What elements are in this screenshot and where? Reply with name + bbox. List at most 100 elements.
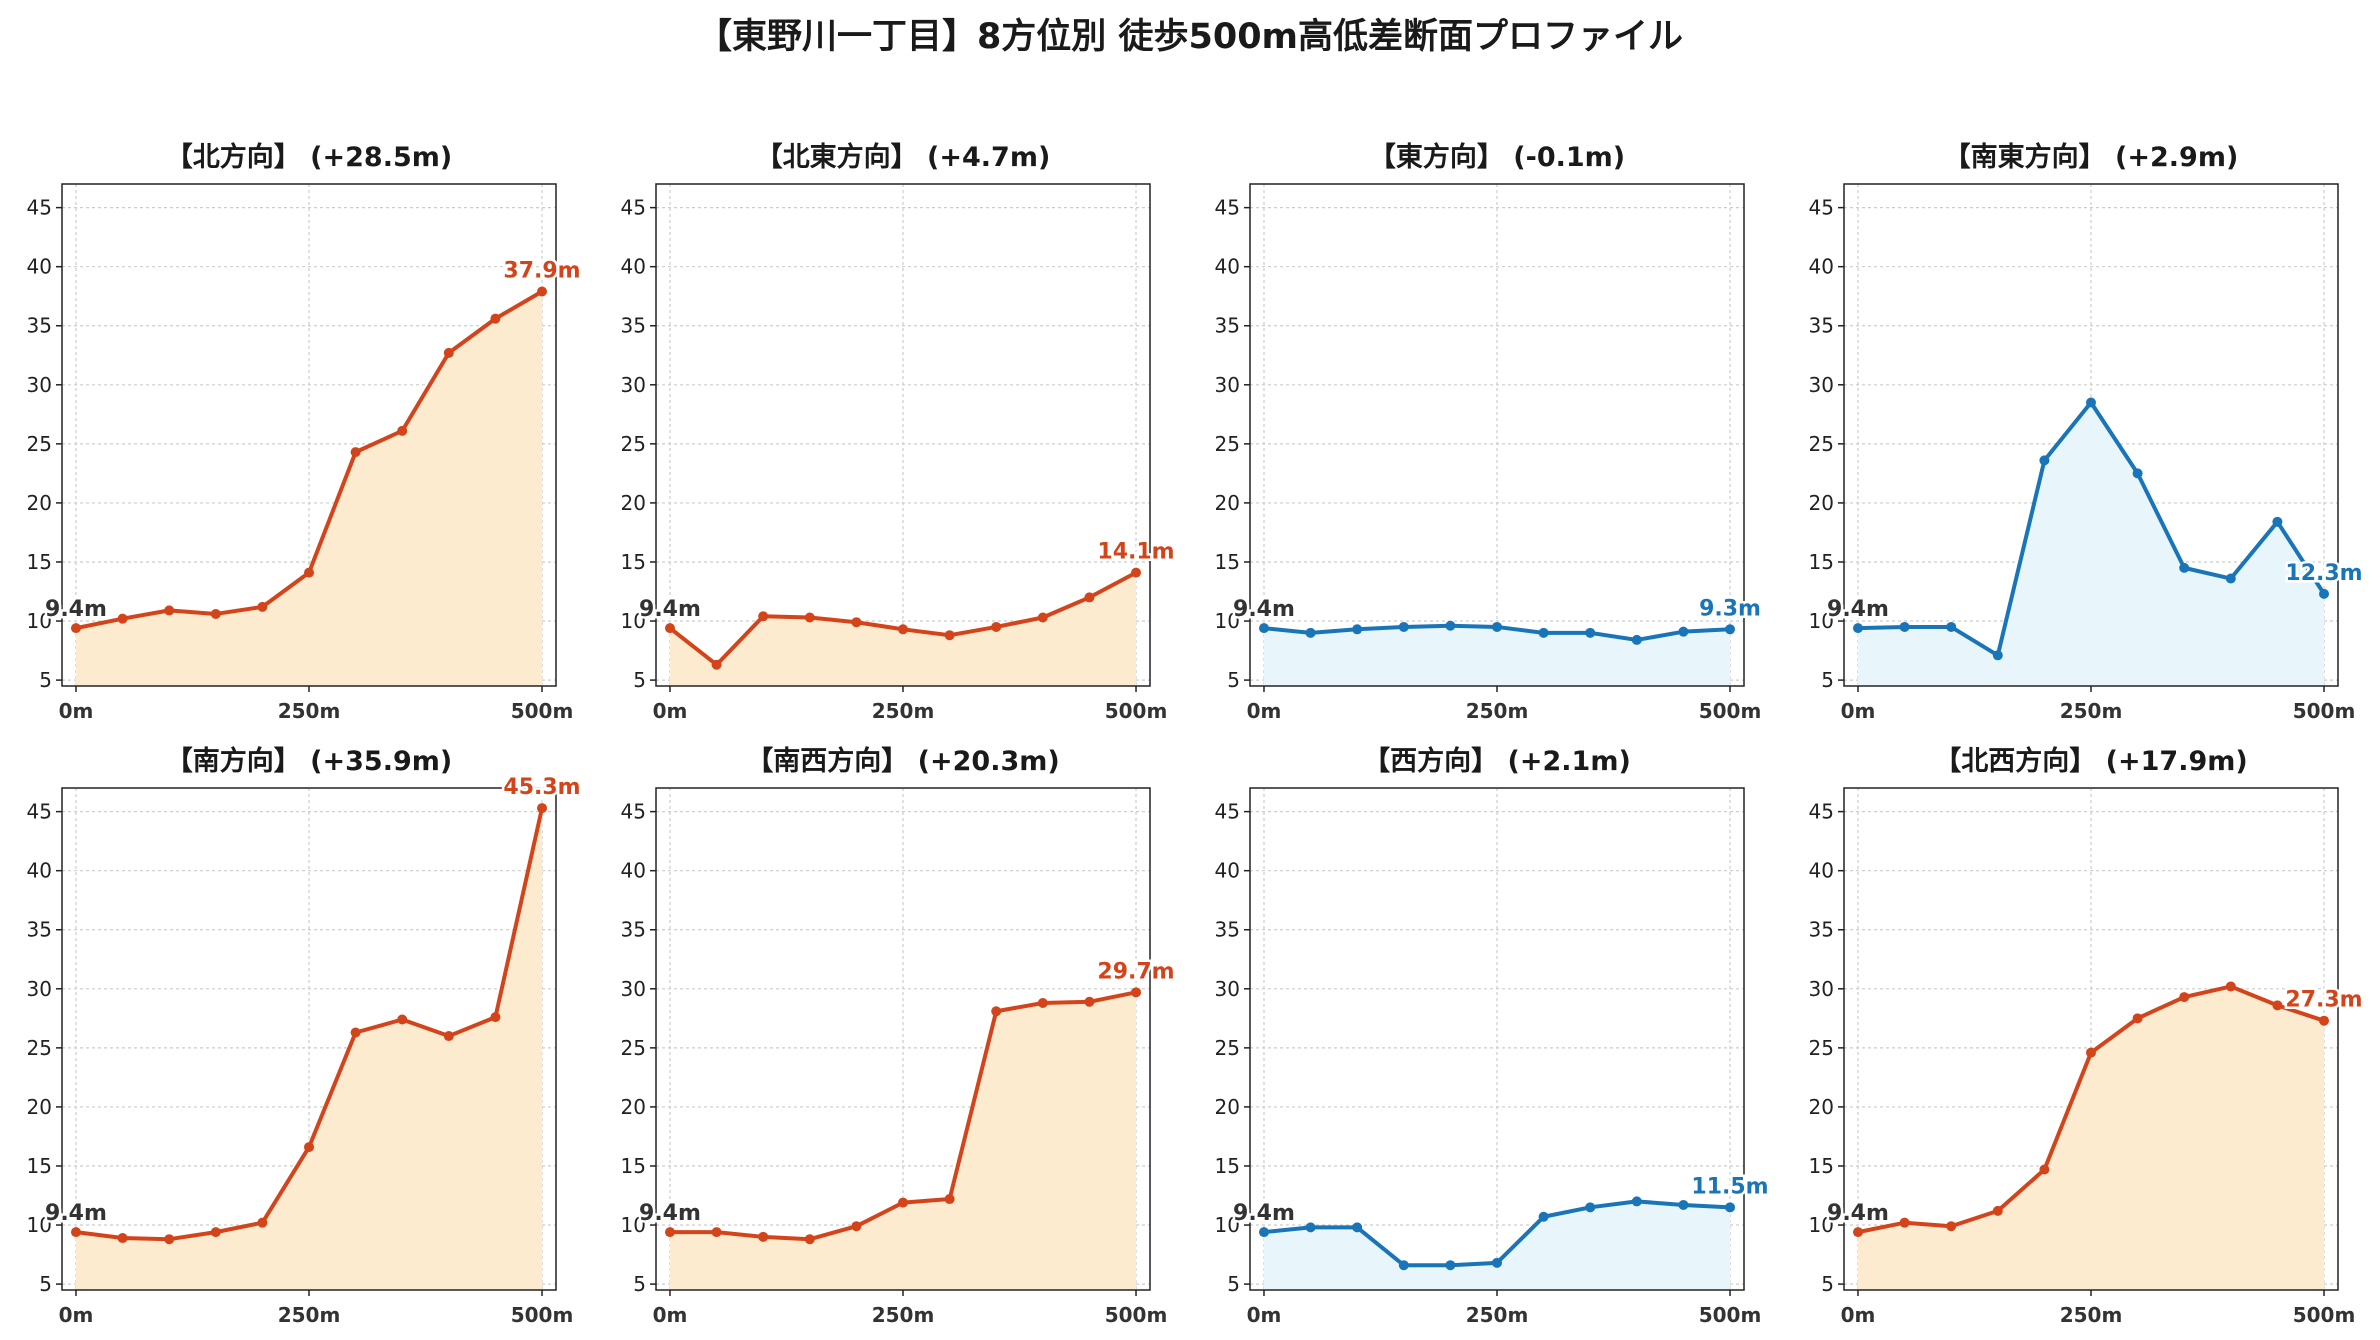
y-tick-label: 10	[1215, 1213, 1240, 1237]
data-point	[1725, 624, 1736, 635]
x-tick-label: 500m	[1105, 1303, 1168, 1327]
data-point	[851, 617, 862, 628]
data-point	[443, 1031, 454, 1042]
y-tick-label: 20	[1215, 1095, 1240, 1119]
data-point	[711, 659, 722, 670]
data-point	[164, 1234, 175, 1245]
direction-chart-3: 【南東方向】 (+2.9m) 5 10 15 20 25 30 35 40 45 0m 250m 500…	[1809, 141, 2366, 723]
data-point	[898, 1197, 908, 1208]
y-tick-label: 10	[621, 609, 646, 633]
data-point	[1852, 623, 1863, 634]
y-tick-label: 45	[1215, 196, 1240, 220]
data-point	[1258, 1227, 1269, 1238]
subplot-title: 【西方向】 (+2.1m)	[1363, 745, 1631, 777]
data-point	[2039, 1164, 2050, 1175]
data-point	[944, 1194, 955, 1205]
profile-area	[75, 291, 543, 686]
data-point	[257, 601, 268, 612]
data-point	[1631, 1196, 1642, 1207]
data-point	[1258, 623, 1269, 634]
data-point	[397, 1014, 408, 1025]
y-tick-label: 25	[27, 1036, 52, 1060]
x-tick-label: 250m	[278, 699, 341, 723]
data-point	[1037, 612, 1048, 623]
y-tick-label: 5	[633, 1272, 646, 1296]
data-point	[851, 1221, 862, 1232]
profile-area	[1857, 402, 2325, 686]
y-tick-label: 25	[27, 432, 52, 456]
y-tick-label: 10	[27, 1213, 52, 1237]
y-tick-label: 30	[1215, 977, 1240, 1001]
data-point	[711, 1227, 722, 1238]
data-point	[1352, 1222, 1363, 1233]
data-point	[304, 567, 314, 578]
data-point	[210, 608, 221, 619]
data-point	[1678, 1199, 1689, 1210]
data-point	[2132, 468, 2143, 479]
data-point	[1852, 1227, 1863, 1238]
data-point	[1131, 567, 1142, 578]
subplot-title: 【南西方向】 (+20.3m)	[746, 745, 1059, 777]
y-tick-label: 20	[27, 1095, 52, 1119]
y-tick-label: 5	[1227, 1272, 1240, 1296]
data-point	[1946, 1221, 1957, 1232]
start-value-label: 9.4m	[1827, 597, 1889, 622]
data-point	[1946, 621, 1957, 632]
y-tick-label: 45	[27, 196, 52, 220]
x-tick-label: 250m	[2060, 1303, 2123, 1327]
y-tick-label: 10	[621, 1213, 646, 1237]
data-point	[2319, 588, 2330, 599]
y-tick-label: 20	[1809, 1095, 1834, 1119]
end-value-label: 11.5m	[1691, 1174, 1768, 1199]
y-tick-label: 30	[27, 373, 52, 397]
profile-area	[1263, 1201, 1731, 1290]
data-point	[70, 1227, 81, 1238]
y-tick-label: 5	[39, 668, 52, 692]
end-value-label: 14.1m	[1097, 540, 1174, 565]
data-point	[1398, 1260, 1409, 1271]
data-point	[2225, 981, 2236, 992]
y-tick-label: 25	[1215, 1036, 1240, 1060]
data-point	[397, 425, 408, 436]
y-tick-label: 30	[1215, 373, 1240, 397]
x-tick-label: 250m	[1466, 699, 1529, 723]
y-tick-label: 5	[39, 1272, 52, 1296]
y-tick-label: 40	[27, 859, 52, 883]
y-tick-label: 30	[1809, 373, 1834, 397]
subplot-title: 【南方向】 (+35.9m)	[166, 745, 452, 777]
x-tick-label: 0m	[1841, 699, 1876, 723]
data-point	[1131, 987, 1142, 998]
x-tick-label: 500m	[511, 699, 574, 723]
y-tick-label: 20	[621, 491, 646, 515]
y-tick-label: 5	[1227, 668, 1240, 692]
y-tick-label: 5	[1821, 1272, 1834, 1296]
data-point	[1992, 1205, 2003, 1216]
y-tick-label: 20	[1215, 491, 1240, 515]
y-tick-label: 35	[27, 314, 52, 338]
data-point	[1492, 621, 1502, 632]
direction-chart-7: 【北西方向】 (+17.9m) 5 10 15 20 25 30 35 40 45 0m 250m 50…	[1809, 745, 2366, 1327]
data-point	[1538, 627, 1549, 638]
y-tick-label: 5	[1821, 668, 1834, 692]
data-point	[2039, 455, 2050, 466]
end-value-label: 27.3m	[2285, 988, 2362, 1013]
data-point	[664, 1227, 675, 1238]
data-point	[1305, 1222, 1316, 1233]
y-tick-label: 40	[1809, 859, 1834, 883]
y-tick-label: 30	[621, 373, 646, 397]
y-tick-label: 15	[1809, 550, 1834, 574]
x-tick-label: 0m	[1247, 699, 1282, 723]
data-point	[758, 611, 769, 622]
start-value-label: 9.4m	[1233, 597, 1295, 622]
y-tick-label: 25	[1809, 1036, 1834, 1060]
y-tick-label: 45	[621, 800, 646, 824]
x-tick-label: 500m	[1105, 699, 1168, 723]
y-tick-label: 15	[27, 550, 52, 574]
x-tick-label: 0m	[1247, 1303, 1282, 1327]
x-tick-label: 0m	[59, 699, 94, 723]
y-tick-label: 35	[27, 918, 52, 942]
data-point	[490, 313, 501, 324]
data-point	[758, 1231, 769, 1242]
direction-chart-4: 【南方向】 (+35.9m) 5 10 15 20 25 30 35 40 45 0m 250m 500…	[27, 745, 584, 1327]
